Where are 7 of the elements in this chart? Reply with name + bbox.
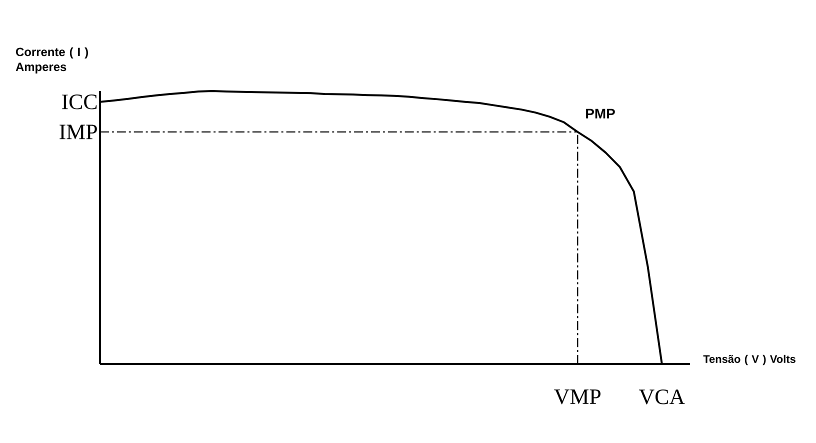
ref-line-label: IMP <box>60 124 97 140</box>
x-axis-title: Tensão ( V ) Volts <box>703 354 796 366</box>
y-axis-title: Corrente ( I ) Amperes <box>16 47 88 74</box>
x-tick-label: VMP <box>554 390 600 404</box>
annotation: ICC <box>62 94 97 110</box>
annotation: PMP <box>586 108 615 118</box>
x-tick-label: VCA <box>639 390 685 404</box>
